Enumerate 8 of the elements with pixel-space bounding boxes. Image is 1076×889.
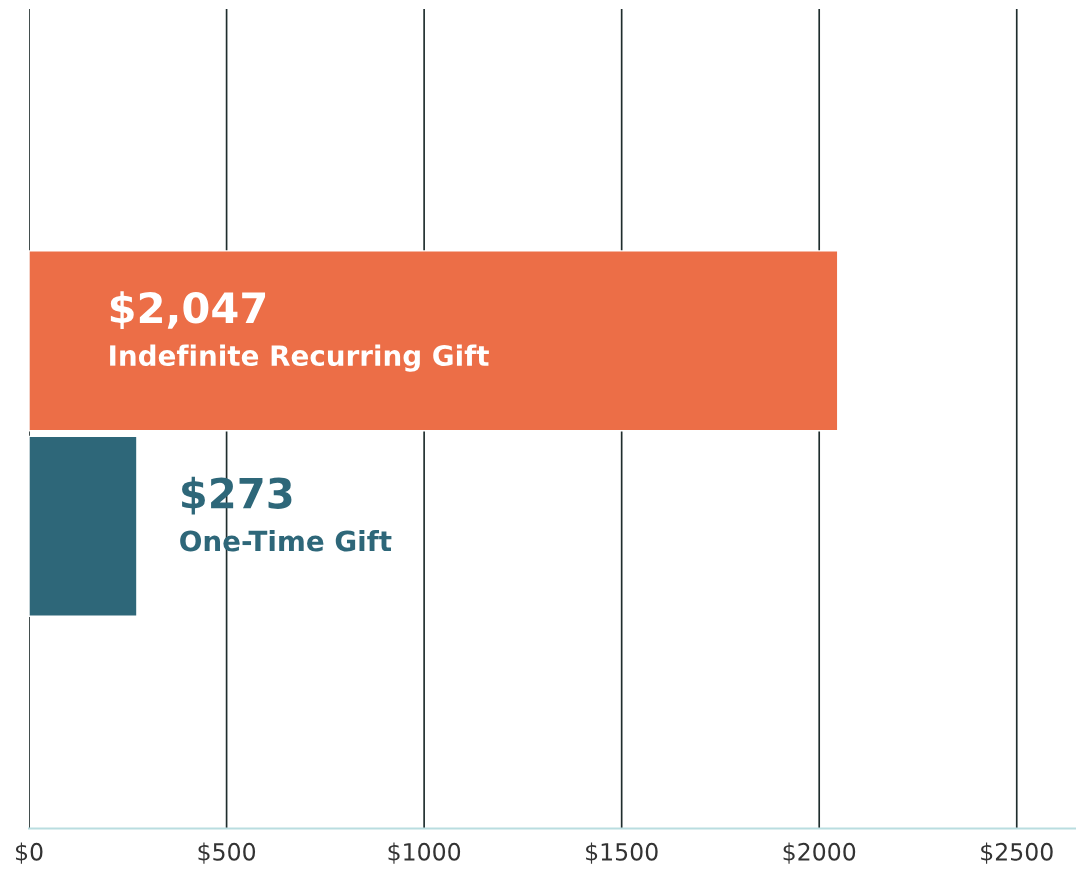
data-label: $2,047 xyxy=(110,291,266,330)
x-tick-label: $2500 xyxy=(981,842,1053,864)
x-tick-label: $0 xyxy=(15,842,43,864)
x-tick-label: $1000 xyxy=(388,842,461,864)
x-tick-label: $2000 xyxy=(783,842,856,864)
x-tick-label: $500 xyxy=(198,842,256,864)
y-tick-label: Indefinite Recurring Gift xyxy=(110,344,489,372)
x-tick-label: $1500 xyxy=(586,842,658,864)
